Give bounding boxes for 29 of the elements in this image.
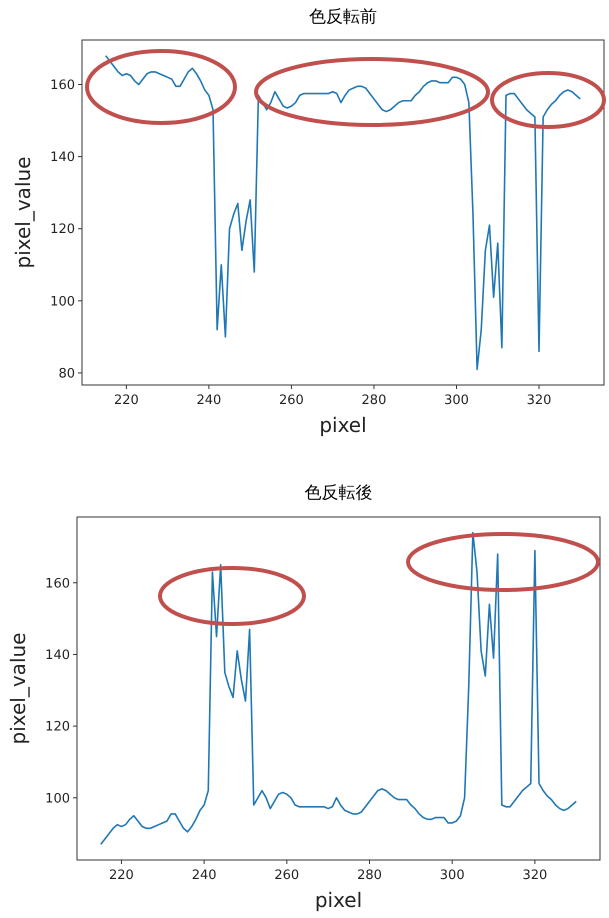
x-tick-label: 220 (114, 393, 139, 408)
x-tick-label: 280 (362, 393, 386, 408)
y-axis-title: pixel_value (11, 156, 35, 268)
x-axis-title: pixel (319, 413, 367, 437)
y-tick-label: 120 (45, 720, 70, 735)
y-tick-label: 100 (50, 294, 75, 310)
y-tick-label: 100 (45, 791, 70, 806)
x-tick-label: 220 (109, 868, 134, 883)
y-tick-label: 160 (45, 576, 70, 592)
x-tick-label: 260 (279, 393, 304, 408)
line-series (104, 54, 582, 370)
y-tick-label: 140 (50, 150, 75, 166)
y-axis-title: pixel_value (6, 632, 30, 744)
y-tick-label: 160 (50, 78, 75, 94)
chart-title: 色反転後 (304, 483, 372, 503)
x-tick-label: 240 (196, 393, 222, 408)
x-axis-title: pixel (314, 888, 362, 912)
x-tick-label: 300 (440, 868, 465, 883)
x-tick-label: 300 (444, 393, 469, 408)
x-tick-label: 240 (192, 868, 217, 883)
x-tick-label: 320 (522, 868, 548, 883)
y-tick-label: 120 (50, 222, 75, 238)
chart-title: 色反転前 (309, 7, 377, 27)
x-tick-label: 260 (274, 868, 300, 883)
line-series (100, 532, 578, 846)
x-tick-label: 320 (526, 393, 552, 408)
x-tick-label: 280 (357, 868, 382, 883)
y-tick-label: 80 (58, 366, 75, 382)
y-tick-label: 140 (45, 648, 70, 663)
